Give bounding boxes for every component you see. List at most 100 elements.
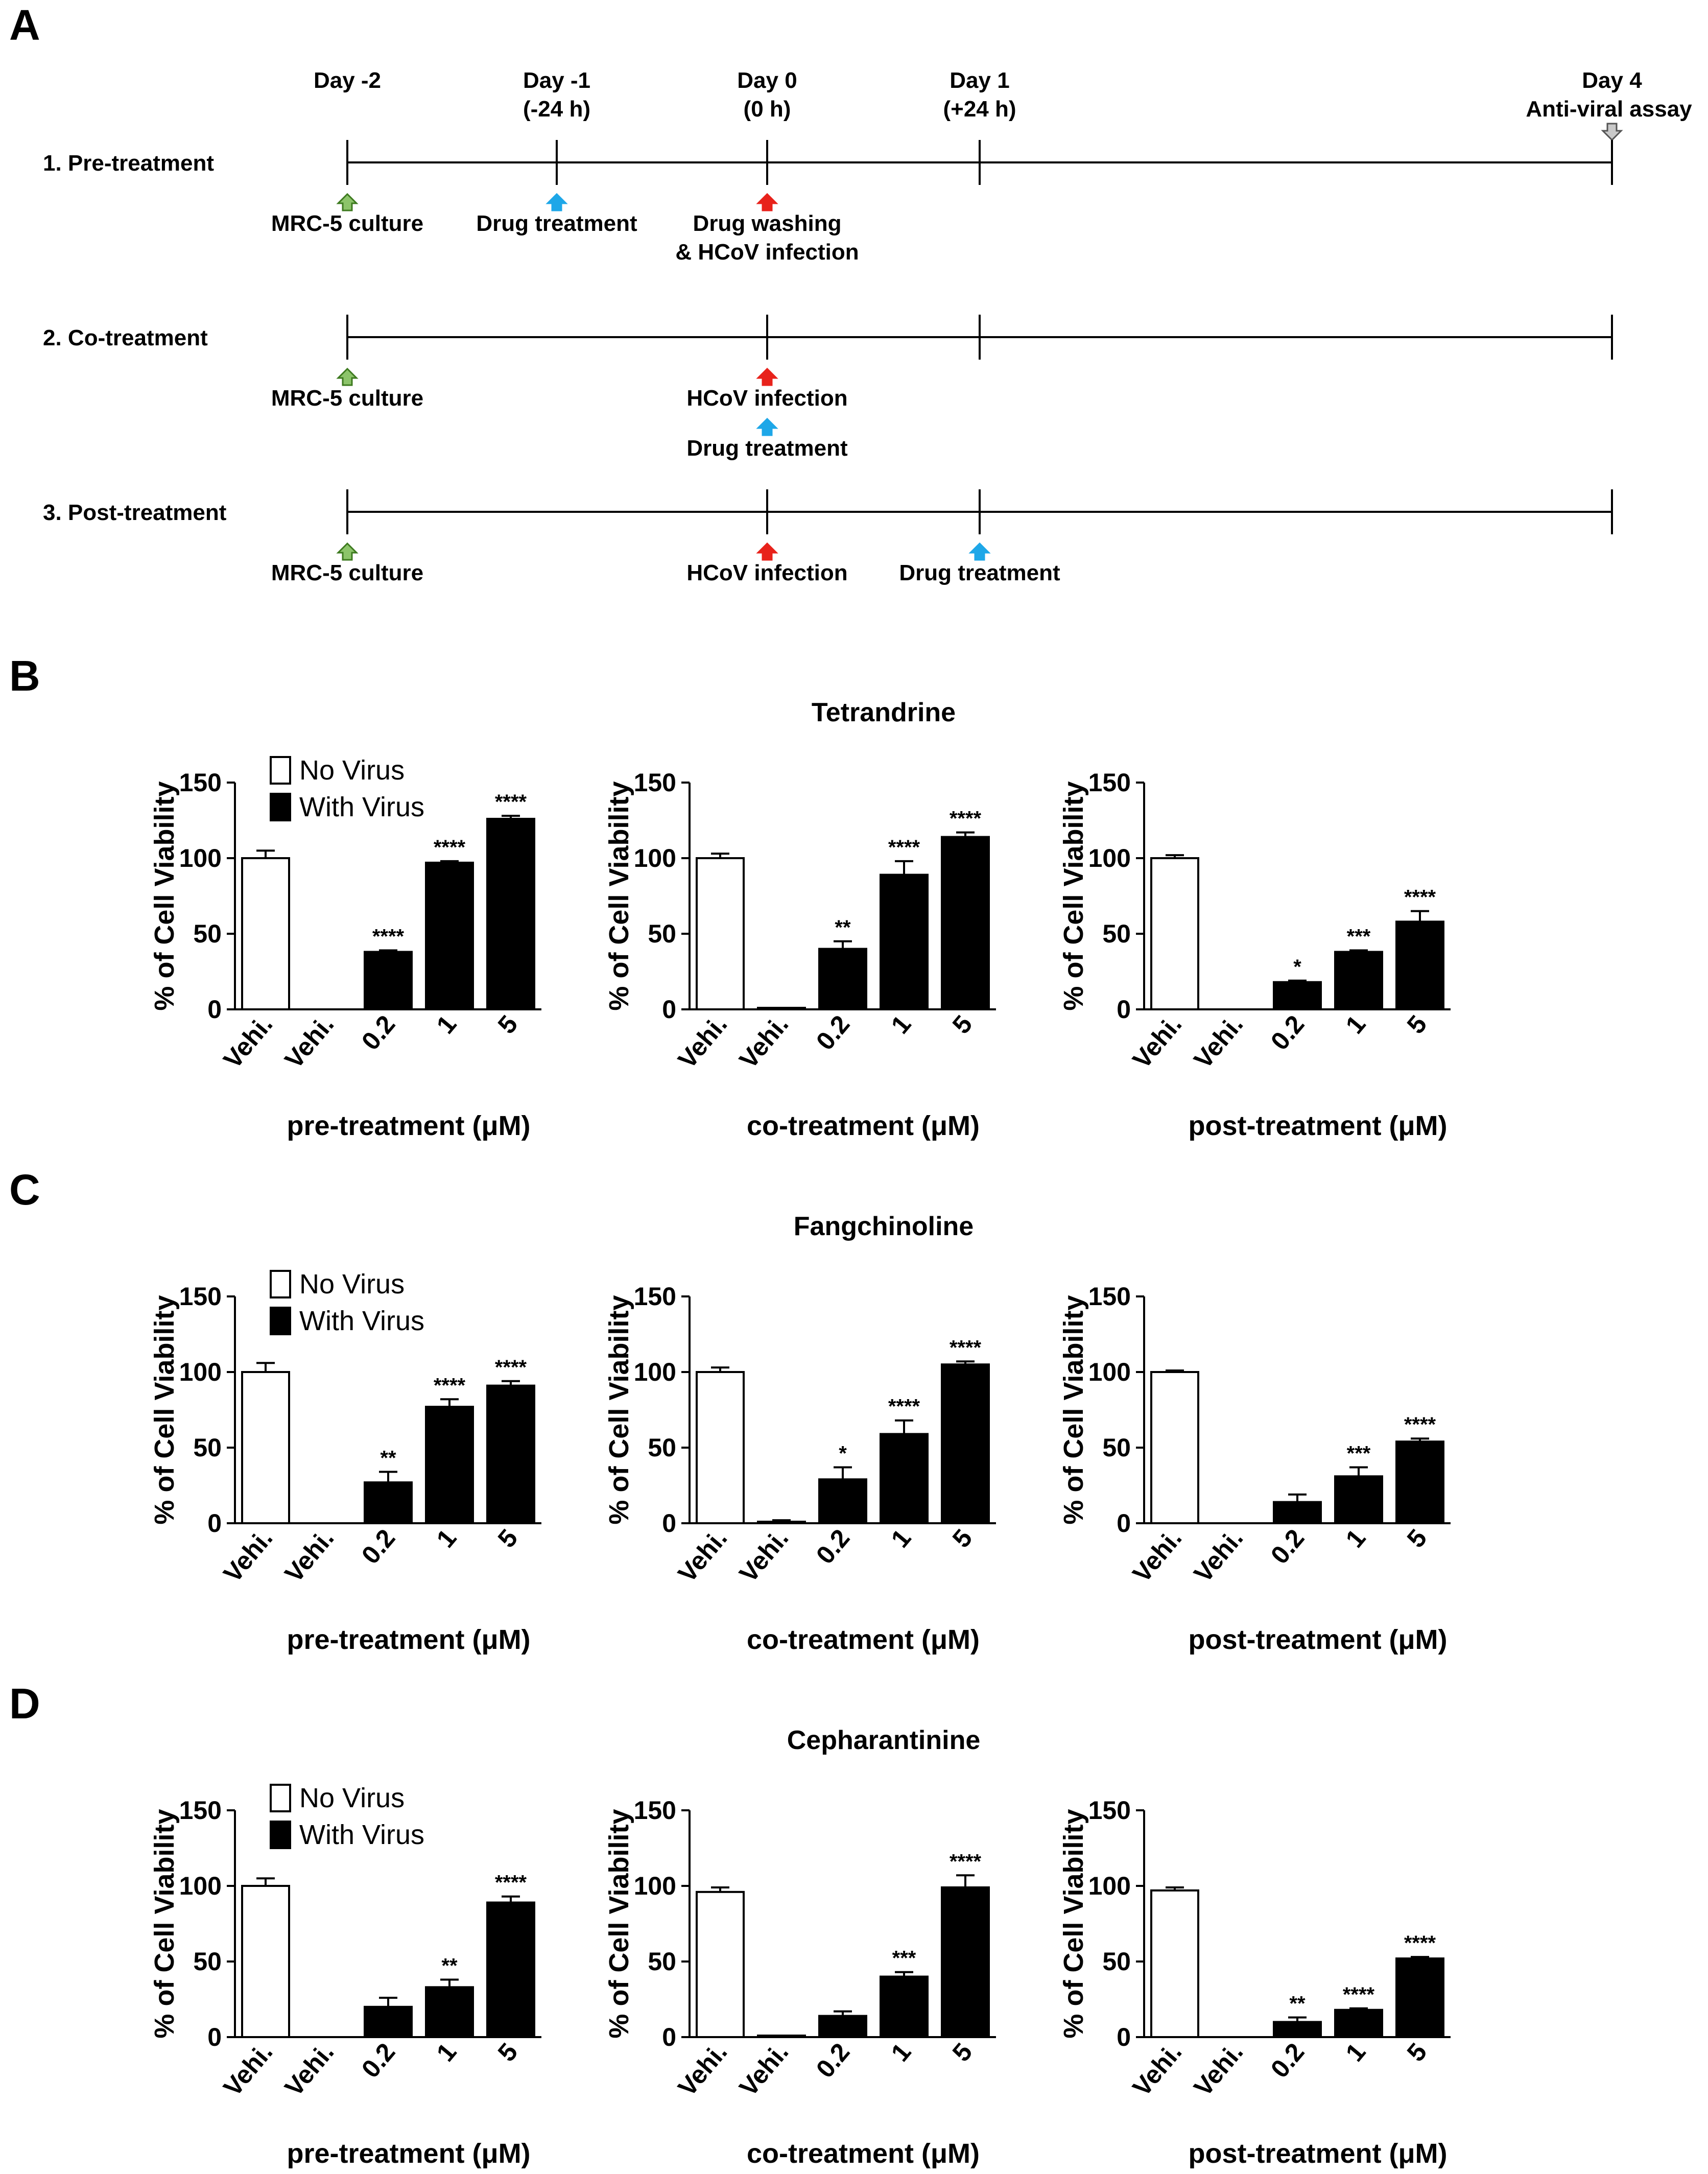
treatment-row-label: 1. Pre-treatment (43, 151, 214, 176)
significance-marker: **** (888, 1396, 920, 1418)
x-tick-label: 1 (1340, 1524, 1371, 1553)
x-tick-label: 1 (431, 1524, 462, 1553)
x-tick-label: 0.2 (811, 1524, 856, 1569)
significance-marker: ** (441, 1955, 458, 1977)
x-axis-title: co-treatment (μM) (747, 1110, 980, 1141)
y-tick-label: 0 (662, 2023, 676, 2051)
x-tick-label: 1 (1340, 2038, 1371, 2067)
bar (757, 1521, 806, 1525)
x-tick-label: Vehi. (218, 1010, 278, 1074)
y-tick-label: 150 (634, 1796, 676, 1825)
event-label: MRC-5 culture (271, 560, 423, 585)
x-axis-title: co-treatment (μM) (747, 2138, 980, 2169)
legend-label-with-virus: With Virus (299, 1819, 424, 1850)
day-label: Day -2 (314, 68, 381, 93)
day-label: Day -1 (523, 68, 590, 93)
y-tick-label: 100 (1088, 1872, 1131, 1900)
bar (757, 2035, 806, 2039)
y-tick-label: 100 (634, 1358, 676, 1386)
blue-up-arrow-icon (545, 193, 568, 211)
y-tick-label: 150 (179, 1282, 222, 1311)
drug-title: Tetrandrine (812, 698, 956, 727)
event-label: HCoV infection (686, 560, 847, 585)
y-tick-label: 50 (193, 1433, 222, 1462)
x-tick-label: 1 (886, 2038, 917, 2067)
bar (1334, 2008, 1383, 2038)
down-arrow-icon (1601, 123, 1623, 141)
event-label: Drug treatment (476, 211, 637, 236)
bar (486, 818, 535, 1011)
assay-label: Anti-viral assay (1526, 97, 1692, 122)
y-axis-title: % of Cell Viability (604, 1809, 634, 2038)
significance-marker: **** (1343, 1983, 1375, 2006)
bar (486, 1384, 535, 1524)
y-axis-title: % of Cell Viability (1058, 781, 1089, 1010)
x-tick-label: 5 (492, 1524, 524, 1553)
significance-marker: **** (1404, 1932, 1436, 1954)
x-tick-label: 0.2 (1265, 1524, 1310, 1569)
green-up-arrow-icon (336, 193, 359, 211)
bar (364, 1481, 413, 1525)
legend-swatch-with-virus (270, 1307, 291, 1335)
x-tick-label: 5 (947, 1524, 978, 1553)
green-up-arrow-icon (336, 542, 359, 561)
y-axis-title: % of Cell Viability (604, 781, 634, 1010)
x-tick-label: Vehi. (279, 1524, 339, 1588)
legend-swatch-with-virus (270, 1821, 291, 1849)
significance-marker: ** (835, 916, 851, 939)
panel-letter-a: A (9, 1, 40, 49)
bar (941, 1363, 990, 1524)
bar (880, 1433, 929, 1525)
x-tick-label: Vehi. (672, 2038, 732, 2101)
x-tick-label: 5 (1402, 1524, 1433, 1553)
x-tick-label: 1 (1340, 1010, 1371, 1039)
bar (241, 1885, 290, 2038)
bar-chart: 0 50 100 150% of Cell Viability Vehi. Vehi. **… (149, 755, 541, 1141)
x-axis-title: pre-treatment (μM) (287, 1624, 530, 1655)
significance-marker: * (1293, 956, 1301, 978)
significance-marker: *** (1347, 926, 1371, 948)
bar (364, 2005, 413, 2039)
significance-marker: **** (434, 1374, 466, 1397)
bar (880, 873, 929, 1011)
x-tick-label: Vehi. (1127, 1524, 1187, 1588)
x-tick-label: Vehi. (218, 2038, 278, 2101)
bar-chart: 0 50 100 150% of Cell Viability Vehi. Vehi. **… (1058, 1796, 1451, 2169)
bar (364, 951, 413, 1011)
significance-marker: **** (1404, 886, 1436, 909)
bar (1395, 920, 1444, 1010)
y-tick-label: 50 (1102, 919, 1131, 948)
bar-chart: 0 50 100 150% of Cell Viability Vehi. Vehi. **… (149, 1269, 541, 1655)
x-axis-title: co-treatment (μM) (747, 1624, 980, 1655)
x-tick-label: 5 (492, 2038, 524, 2067)
y-tick-label: 50 (193, 1947, 222, 1976)
legend-swatch-with-virus (270, 793, 291, 821)
y-axis-title: % of Cell Viability (149, 1809, 180, 2038)
x-tick-label: Vehi. (1188, 1010, 1248, 1074)
x-tick-label: Vehi. (279, 2038, 339, 2101)
x-tick-label: 5 (947, 1010, 978, 1039)
treatment-row-label: 2. Co-treatment (43, 325, 208, 350)
y-tick-label: 150 (634, 768, 676, 797)
legend-label-with-virus: With Virus (299, 792, 424, 822)
significance-marker: **** (1404, 1413, 1436, 1436)
y-axis-title: % of Cell Viability (1058, 1295, 1089, 1524)
x-axis-title: post-treatment (μM) (1188, 1110, 1447, 1141)
day-sublabel: (+24 h) (943, 97, 1016, 122)
x-tick-label: 0.2 (356, 1524, 401, 1569)
drug-title: Fangchinoline (794, 1212, 974, 1241)
bar (486, 1901, 535, 2039)
bar-chart: 0 50 100 150% of Cell Viability Vehi. Vehi. 0.… (604, 1796, 996, 2169)
y-tick-label: 100 (1088, 1358, 1131, 1386)
event-label: Drug treatment (899, 560, 1060, 585)
significance-marker: ** (380, 1447, 396, 1469)
bar (241, 1371, 290, 1524)
x-tick-label: 5 (1402, 2038, 1433, 2067)
x-tick-label: 1 (886, 1010, 917, 1039)
legend-swatch-no-virus (270, 756, 291, 785)
x-tick-label: 1 (886, 1524, 917, 1553)
significance-marker: **** (495, 1356, 527, 1379)
y-tick-label: 100 (179, 1872, 222, 1900)
y-tick-label: 100 (634, 844, 676, 872)
